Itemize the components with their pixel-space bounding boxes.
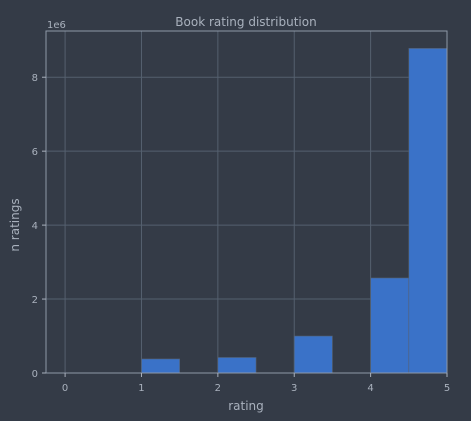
y-tick-label-4: 8 xyxy=(32,73,38,84)
ticks-layer: 0 1 2 3 4 5 0 2 4 6 8 xyxy=(32,73,451,394)
y-axis-offset-text: 1e6 xyxy=(47,20,66,31)
histogram-bar-4 xyxy=(217,357,257,374)
x-tick-label-1: 1 xyxy=(138,383,144,394)
plot-frame xyxy=(45,30,448,374)
x-tick-label-4: 4 xyxy=(367,383,373,394)
x-tick-label-0: 0 xyxy=(62,383,68,394)
x-tick-label-5: 5 xyxy=(444,383,450,394)
y-tick-label-1: 2 xyxy=(32,295,38,306)
x-tick-label-2: 2 xyxy=(215,383,221,394)
x-tick-label-3: 3 xyxy=(291,383,297,394)
y-axis-label: n ratings xyxy=(8,198,22,251)
histogram-bar-9 xyxy=(408,48,448,374)
chart-title: Book rating distribution xyxy=(175,15,316,29)
histogram-bar-2 xyxy=(141,358,180,374)
histogram-bar-8 xyxy=(370,277,410,374)
y-tick-label-3: 6 xyxy=(32,147,38,158)
y-tick-label-2: 4 xyxy=(32,221,38,232)
y-tick-label-0: 0 xyxy=(32,369,38,380)
bars-layer xyxy=(141,48,448,374)
histogram-bar-6 xyxy=(293,335,333,374)
x-axis-label: rating xyxy=(228,399,264,413)
